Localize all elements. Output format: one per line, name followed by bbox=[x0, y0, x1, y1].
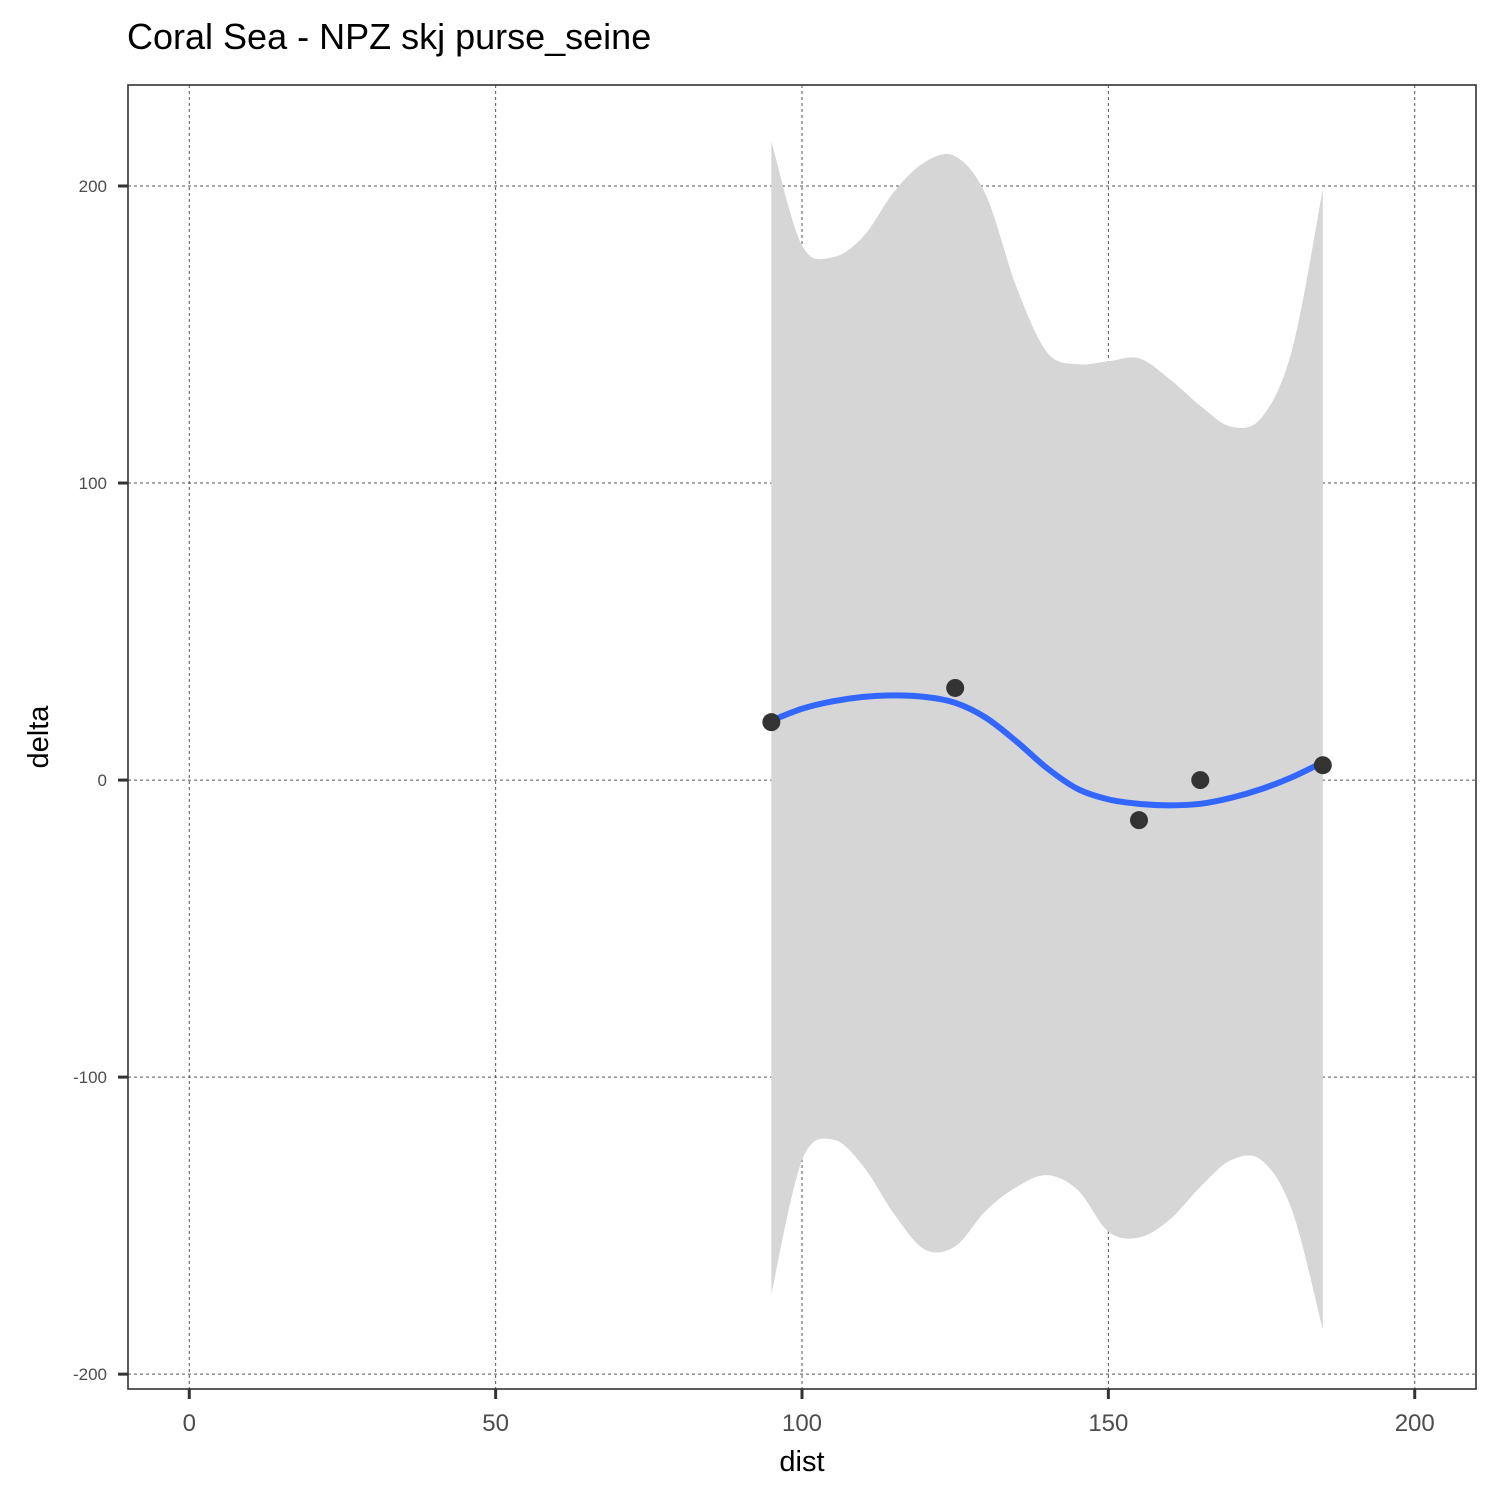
data-point bbox=[1191, 771, 1210, 790]
smooth-line-layer bbox=[768, 692, 1326, 809]
x-tick-label: 50 bbox=[482, 1410, 509, 1437]
axes: 0 50 100 150 200 -200 -100 0 100 200 bbox=[73, 177, 1435, 1437]
data-point bbox=[1130, 811, 1148, 830]
y-axis-title: delta bbox=[23, 705, 55, 769]
y-tick-label: 0 bbox=[98, 771, 107, 790]
x-tick-label: 100 bbox=[782, 1410, 822, 1437]
x-axis-title: dist bbox=[779, 1446, 824, 1478]
data-point bbox=[1313, 756, 1332, 775]
chart-title: Coral Sea - NPZ skj purse_seine bbox=[127, 16, 652, 57]
x-tick-label: 200 bbox=[1395, 1410, 1435, 1437]
points-layer bbox=[762, 678, 1332, 830]
confidence-band bbox=[771, 141, 1323, 1330]
y-tick-label: -100 bbox=[73, 1068, 107, 1087]
data-point bbox=[946, 678, 965, 697]
x-tick-label: 0 bbox=[183, 1410, 196, 1437]
smooth-line bbox=[768, 692, 1326, 809]
y-tick-label: -200 bbox=[73, 1365, 107, 1384]
y-tick-label: 100 bbox=[79, 474, 107, 493]
confidence-band-layer bbox=[771, 141, 1323, 1330]
y-tick-label: 200 bbox=[79, 177, 107, 196]
data-point bbox=[762, 713, 781, 732]
x-tick-label: 150 bbox=[1088, 1410, 1128, 1437]
